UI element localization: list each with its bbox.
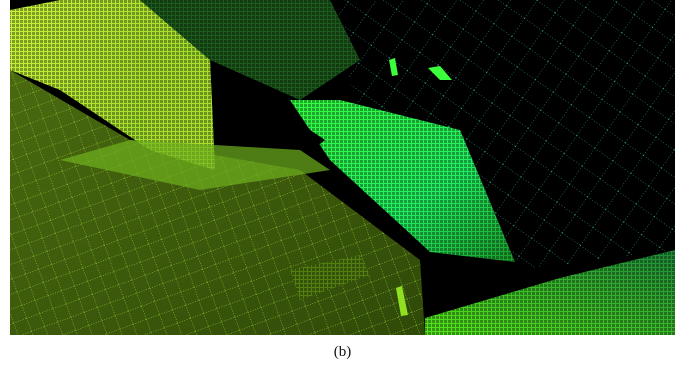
caption: (b) xyxy=(0,344,685,361)
point-cloud-render xyxy=(0,0,685,340)
scene xyxy=(10,0,675,335)
page: (b) (() => { const data = JSON.parse(doc… xyxy=(0,0,685,375)
